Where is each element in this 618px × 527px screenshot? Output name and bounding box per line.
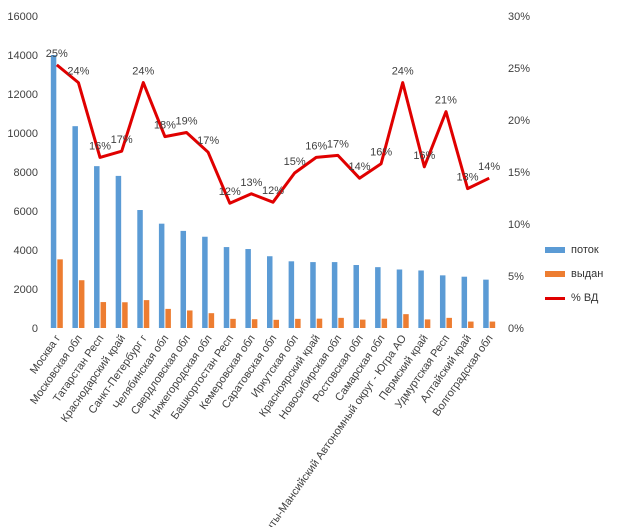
percent-data-label: 24%	[67, 66, 89, 78]
bar-potok	[94, 166, 100, 328]
right-tick-label: 25%	[508, 63, 530, 75]
bar-vydan	[446, 317, 452, 328]
right-tick-label: 15%	[508, 167, 530, 179]
bar-potok	[223, 247, 230, 328]
bar-vydan	[165, 308, 171, 328]
bar-potok	[158, 223, 165, 328]
bar-vydan	[78, 280, 85, 328]
percent-data-label: 13%	[240, 177, 262, 189]
bar-potok	[245, 249, 251, 328]
bar-potok	[439, 275, 446, 328]
percent-data-label: 14%	[478, 161, 500, 173]
bar-vydan	[316, 318, 323, 328]
bar-vydan	[57, 259, 63, 328]
percent-data-label: 17%	[111, 134, 133, 146]
legend-swatch-percent	[545, 296, 565, 300]
bar-vydan	[359, 319, 366, 328]
percent-data-label: 13%	[457, 172, 479, 184]
bar-potok	[331, 262, 338, 328]
bar-potok	[396, 269, 403, 328]
percent-data-label: 16%	[89, 140, 111, 152]
bar-vydan	[273, 319, 279, 328]
bar-vydan	[251, 319, 258, 328]
right-tick-label: 20%	[508, 115, 530, 127]
bar-vydan	[100, 302, 107, 328]
bar-potok	[72, 126, 78, 328]
left-tick-label: 8000	[14, 167, 38, 179]
bar-potok	[310, 262, 316, 328]
bar-vydan	[295, 318, 301, 328]
percent-data-label: 16%	[370, 147, 392, 159]
left-axis: 0 2000 4000 6000 8000 10000 12000 14000 16000	[7, 11, 38, 335]
bars	[50, 55, 496, 328]
legend-swatch-potok	[545, 247, 565, 253]
percent-line	[55, 63, 490, 205]
percent-data-label: 12%	[262, 185, 284, 197]
bar-vydan	[381, 318, 388, 328]
percent-data-label: 17%	[197, 135, 219, 147]
bar-potok	[461, 276, 468, 328]
bar-potok	[288, 261, 295, 328]
right-tick-label: 0%	[508, 323, 524, 335]
right-tick-label: 30%	[508, 11, 530, 23]
right-axis: 0% 5% 10% 15% 20% 25% 30%	[508, 11, 530, 335]
left-tick-label: 16000	[7, 11, 38, 23]
bar-potok	[483, 279, 489, 328]
left-tick-label: 0	[32, 323, 38, 335]
bar-vydan	[468, 321, 474, 328]
bar-vydan	[122, 302, 128, 328]
bar-potok	[50, 55, 57, 328]
bar-vydan	[489, 321, 496, 328]
percent-line-path	[55, 63, 490, 205]
percent-data-label: 16%	[413, 150, 435, 162]
legend: поток выдан % ВД	[545, 238, 603, 310]
left-tick-label: 4000	[14, 245, 38, 257]
percent-data-label: 16%	[305, 140, 327, 152]
bar-vydan	[143, 300, 150, 328]
bar-potok	[115, 175, 122, 328]
percent-data-label: 24%	[132, 66, 154, 78]
right-tick-label: 5%	[508, 271, 524, 283]
left-tick-label: 6000	[14, 206, 38, 218]
left-tick-label: 2000	[14, 284, 38, 296]
percent-data-label: 14%	[348, 161, 370, 173]
bar-potok	[375, 267, 381, 328]
legend-swatch-vydan	[545, 271, 565, 277]
bar-vydan	[338, 317, 344, 328]
percent-data-label: 19%	[176, 115, 198, 127]
percent-data-label: 21%	[435, 95, 457, 107]
bar-potok	[137, 210, 143, 328]
bar-vydan	[230, 318, 236, 328]
percent-data-label: 24%	[392, 66, 414, 78]
bar-potok	[418, 270, 424, 328]
legend-item-potok: поток	[545, 238, 603, 262]
bar-vydan	[208, 313, 215, 328]
bar-potok	[202, 236, 208, 328]
percent-data-label: 12%	[219, 186, 241, 198]
bar-vydan	[403, 314, 409, 328]
legend-label-potok: поток	[571, 244, 599, 256]
left-tick-label: 10000	[7, 128, 38, 140]
bar-vydan	[187, 310, 193, 328]
left-tick-label: 12000	[7, 89, 38, 101]
legend-label-percent: % ВД	[571, 292, 599, 304]
legend-item-percent: % ВД	[545, 286, 603, 310]
legend-label-vydan: выдан	[571, 268, 604, 280]
bar-potok	[180, 230, 187, 328]
bar-potok	[267, 256, 273, 328]
percent-labels: 25%24%16%17%24%18% 19%17%12%13%12%15%16% 1…	[46, 48, 501, 198]
legend-item-vydan: выдан	[545, 262, 603, 286]
percent-data-label: 17%	[327, 138, 349, 150]
left-tick-label: 14000	[7, 50, 38, 62]
right-tick-label: 10%	[508, 219, 530, 231]
percent-data-label: 25%	[46, 48, 68, 60]
percent-data-label: 18%	[154, 120, 176, 132]
bar-vydan	[424, 319, 431, 328]
bar-potok	[353, 265, 359, 328]
percent-data-label: 15%	[284, 156, 306, 168]
